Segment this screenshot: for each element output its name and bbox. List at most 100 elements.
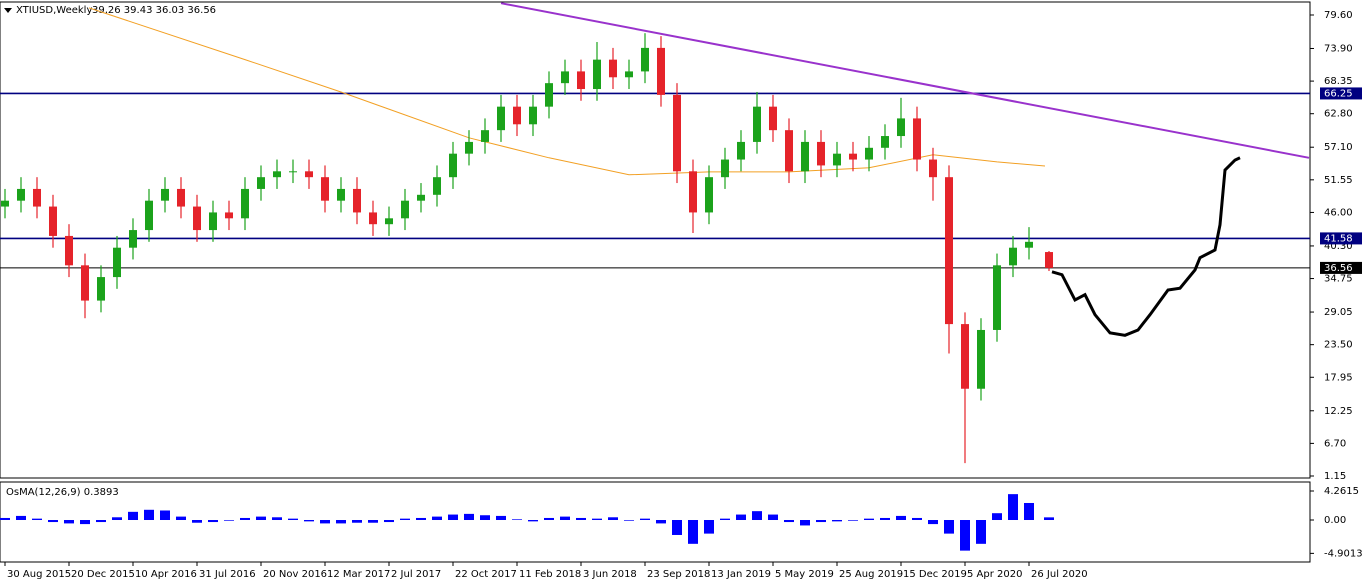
- candle-body: [97, 277, 105, 301]
- x-tick-label: 20 Nov 2016: [263, 569, 327, 580]
- candle-body: [257, 177, 265, 189]
- candle-body: [385, 218, 393, 225]
- osma-y-tick-label: 4.2615: [1324, 486, 1359, 497]
- osma-bar: [768, 514, 778, 521]
- level-label-bg: [1320, 87, 1362, 100]
- candle-body: [545, 83, 553, 107]
- candle-body: [369, 212, 377, 225]
- osma-bar: [48, 520, 58, 523]
- x-tick-label: 2 Jul 2017: [391, 569, 441, 580]
- candle-body: [833, 153, 841, 166]
- trend-line: [500, 2, 1310, 159]
- candle-body: [193, 206, 201, 231]
- candle-body: [1025, 241, 1033, 248]
- osma-bar: [400, 518, 410, 521]
- x-tick-label: 30 Aug 2015: [7, 569, 71, 580]
- y-tick-label: 40.30: [1324, 241, 1353, 252]
- candle-body: [353, 188, 361, 213]
- osma-bar: [336, 520, 346, 524]
- osma-bar: [816, 520, 826, 523]
- candle-body: [161, 188, 169, 201]
- osma-bar: [480, 515, 490, 521]
- osma-bar: [176, 516, 186, 521]
- y-tick-label: 34.75: [1324, 274, 1353, 285]
- osma-bar: [304, 520, 314, 522]
- candle-body: [289, 171, 297, 173]
- candle-body: [273, 171, 281, 178]
- candle-body: [561, 71, 569, 84]
- osma-bar: [608, 517, 618, 521]
- candle-body: [129, 230, 137, 248]
- candle-body: [705, 177, 713, 213]
- osma-bar: [592, 518, 602, 521]
- osma-bar: [80, 520, 90, 525]
- candle-body: [17, 188, 25, 201]
- osma-bar: [128, 511, 138, 521]
- candle-body: [865, 147, 873, 160]
- osma-bar: [752, 511, 762, 521]
- candle-body: [209, 212, 217, 231]
- osma-bar: [960, 520, 970, 551]
- osma-bar: [976, 520, 986, 544]
- osma-bar: [544, 517, 554, 521]
- candle-body: [769, 106, 777, 131]
- osma-bar: [784, 520, 794, 523]
- osma-panel: [0, 481, 1311, 563]
- level-label-bg: [1320, 261, 1362, 274]
- candle-body: [577, 71, 585, 90]
- osma-bar: [848, 520, 858, 521]
- candle-body: [321, 177, 329, 201]
- candle-body: [689, 171, 697, 213]
- candle-body: [529, 106, 537, 125]
- osma-title: OsMA(12,26,9) 0.3893: [6, 487, 119, 498]
- candle-body: [177, 188, 185, 207]
- candle-body: [481, 130, 489, 142]
- moving-average: [88, 7, 1046, 176]
- osma-bar: [864, 518, 874, 521]
- candle-body: [801, 141, 809, 172]
- level-label: 36.56: [1324, 263, 1353, 274]
- osma-bar: [448, 514, 458, 521]
- x-tick-label: 20 Dec 2015: [71, 569, 135, 580]
- osma-bar: [320, 520, 330, 524]
- osma-bar: [512, 519, 522, 521]
- osma-bar: [672, 520, 682, 535]
- candle-body: [449, 153, 457, 178]
- candle-body: [81, 265, 89, 301]
- level-label: 66.25: [1324, 88, 1353, 99]
- candle-body: [65, 235, 73, 266]
- x-tick-label: 26 Jul 2020: [1031, 569, 1088, 580]
- level-label-bg: [1320, 232, 1362, 245]
- osma-bar: [288, 518, 298, 521]
- candle-body: [625, 71, 633, 78]
- osma-y-tick-label: -4.9013: [1324, 548, 1362, 559]
- osma-bar: [736, 514, 746, 521]
- candle-body: [673, 94, 681, 172]
- y-tick-label: 46.00: [1324, 207, 1353, 218]
- osma-bar: [160, 510, 170, 521]
- osma-bar: [192, 520, 202, 523]
- y-tick-label: 57.10: [1324, 142, 1353, 153]
- x-tick-label: 5 May 2019: [775, 569, 834, 580]
- candle-body: [337, 188, 345, 201]
- osma-y-tick-label: 0.00: [1324, 515, 1346, 526]
- osma-bar: [32, 518, 42, 521]
- candle-body: [497, 106, 505, 131]
- osma-bar: [1024, 502, 1034, 521]
- osma-bar: [720, 518, 730, 521]
- osma-bar: [64, 520, 74, 524]
- candle-body: [929, 159, 937, 178]
- osma-bar: [832, 520, 842, 522]
- x-tick-label: 15 Dec 2019: [903, 569, 967, 580]
- candle-body: [993, 265, 1001, 330]
- osma-bar: [896, 515, 906, 521]
- main-panel: [0, 1, 1311, 479]
- x-tick-label: 10 Apr 2016: [135, 569, 197, 580]
- y-tick-label: 17.95: [1324, 372, 1353, 383]
- x-tick-label: 12 Mar 2017: [327, 569, 390, 580]
- x-tick-label: 3 Jun 2018: [583, 569, 637, 580]
- candle-body: [401, 200, 409, 219]
- y-tick-label: 6.70: [1324, 438, 1346, 449]
- candle-body: [945, 177, 953, 325]
